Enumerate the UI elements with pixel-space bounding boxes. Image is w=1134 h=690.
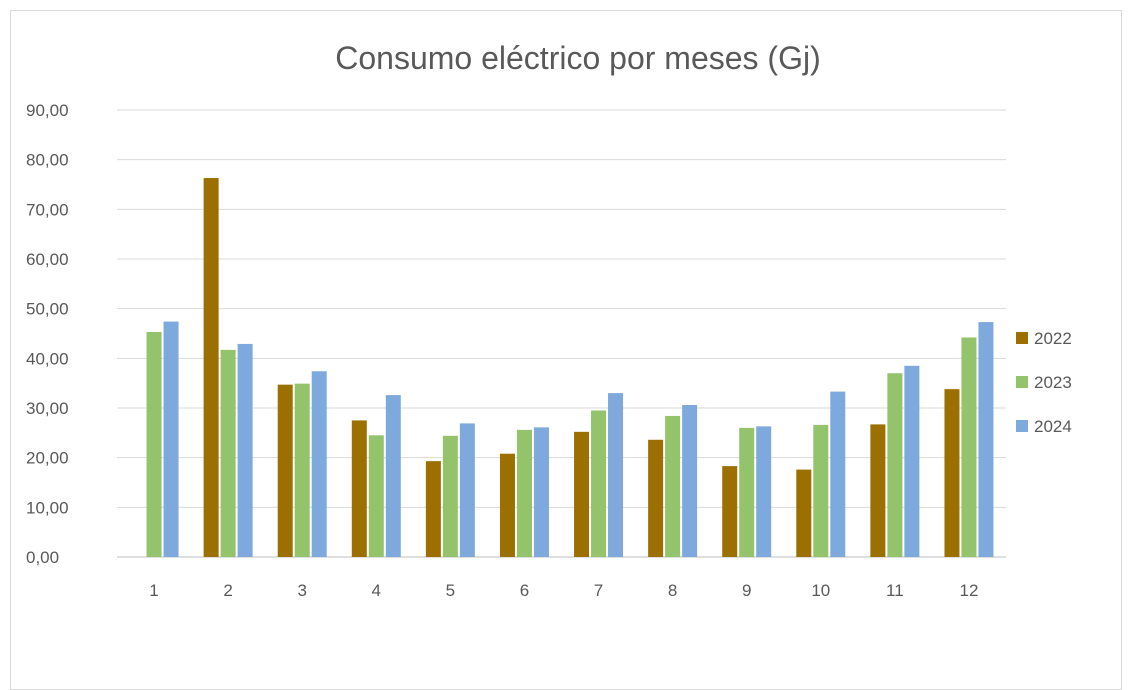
y-tick-label: 80,00 — [26, 151, 69, 170]
bar-2023-2 — [220, 349, 236, 557]
bar-2022-11 — [870, 424, 886, 557]
bar-2024-3 — [311, 371, 327, 557]
chart-frame — [10, 10, 1122, 690]
x-tick-label: 3 — [297, 581, 306, 600]
bar-2023-8 — [665, 415, 681, 557]
x-tick-label: 7 — [594, 581, 603, 600]
bar-2023-7 — [591, 410, 607, 557]
bar-2024-8 — [682, 405, 698, 557]
x-tick-label: 2 — [223, 581, 232, 600]
bar-2023-6 — [516, 429, 532, 557]
bar-2023-5 — [442, 435, 458, 557]
chart-title: Consumo eléctrico por meses (Gj) — [335, 40, 820, 76]
bars — [146, 178, 994, 557]
x-axis: 1 2 3 4 5 6 7 8 9 10 11 12 — [149, 581, 978, 600]
bar-2024-9 — [756, 426, 772, 557]
bar-2024-5 — [459, 423, 475, 557]
x-tick-label: 6 — [520, 581, 529, 600]
bar-2022-3 — [277, 384, 293, 557]
legend-label-2023: 2023 — [1034, 373, 1072, 392]
bar-2023-3 — [294, 383, 310, 557]
x-tick-label: 8 — [668, 581, 677, 600]
bar-2023-11 — [887, 373, 903, 557]
legend-swatch-2023 — [1016, 376, 1028, 388]
y-tick-label: 90,00 — [26, 101, 69, 120]
bar-2024-4 — [385, 395, 401, 557]
bar-2023-4 — [368, 435, 384, 557]
bar-2022-2 — [203, 178, 219, 557]
y-tick-label: 30,00 — [26, 399, 69, 418]
gridlines — [117, 109, 1006, 558]
bar-2022-4 — [351, 420, 367, 557]
bar-2024-6 — [533, 427, 549, 557]
y-tick-label: 70,00 — [26, 200, 69, 219]
bar-2022-7 — [574, 431, 590, 557]
bar-2023-1 — [146, 332, 162, 557]
bar-2022-12 — [944, 389, 960, 557]
bar-2022-6 — [499, 453, 515, 557]
y-tick-label: 10,00 — [26, 498, 69, 517]
x-tick-label: 4 — [372, 581, 381, 600]
x-tick-label: 12 — [959, 581, 978, 600]
y-tick-label: 40,00 — [26, 349, 69, 368]
bar-2023-9 — [739, 427, 755, 557]
bar-2022-9 — [722, 466, 738, 557]
legend-swatch-2022 — [1016, 332, 1028, 344]
x-tick-label: 1 — [149, 581, 158, 600]
y-axis: 0,00 10,00 20,00 30,00 40,00 50,00 60,00 70,00 8… — [26, 101, 69, 567]
y-tick-label: 50,00 — [26, 300, 69, 319]
x-tick-label: 10 — [811, 581, 830, 600]
x-tick-label: 9 — [742, 581, 751, 600]
legend: 2022 2023 2024 — [1016, 329, 1072, 436]
bar-2024-1 — [163, 321, 179, 557]
bar-2024-2 — [237, 343, 253, 557]
y-tick-label: 60,00 — [26, 250, 69, 269]
bar-2024-10 — [830, 391, 846, 557]
y-tick-label: 0,00 — [26, 548, 59, 567]
bar-2024-12 — [978, 322, 994, 557]
bar-2022-5 — [425, 461, 441, 557]
bar-2023-10 — [813, 424, 829, 557]
bar-2024-7 — [608, 393, 624, 557]
bar-chart: Consumo eléctrico por meses (Gj) 0,0010,… — [26, 40, 1072, 600]
x-tick-label: 5 — [446, 581, 455, 600]
bar-2024-11 — [904, 365, 920, 557]
y-tick-label: 20,00 — [26, 449, 69, 468]
legend-swatch-2024 — [1016, 420, 1028, 432]
bar-2022-8 — [648, 439, 664, 557]
bar-2023-12 — [961, 337, 977, 557]
legend-label-2022: 2022 — [1034, 329, 1072, 348]
legend-label-2024: 2024 — [1034, 417, 1072, 436]
bar-2022-10 — [796, 469, 812, 557]
x-tick-label: 11 — [886, 581, 904, 600]
